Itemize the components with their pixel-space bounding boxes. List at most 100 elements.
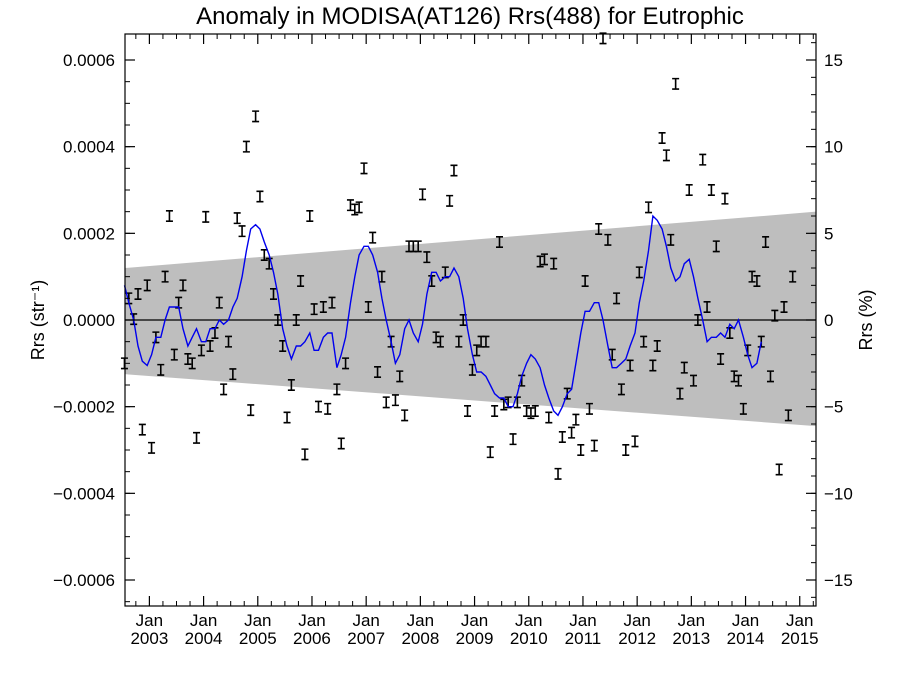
y-tick-label-right: 0 bbox=[824, 311, 833, 330]
error-bar bbox=[473, 344, 481, 357]
error-bar bbox=[188, 357, 196, 370]
error-bar bbox=[197, 344, 205, 357]
x-tick-label-month: Jan bbox=[298, 611, 325, 630]
x-tick-label-year: 2007 bbox=[347, 629, 385, 648]
x-tick-label-month: Jan bbox=[136, 611, 163, 630]
error-bar bbox=[382, 396, 390, 409]
error-bar bbox=[699, 153, 707, 166]
error-bar bbox=[680, 361, 688, 374]
x-tick-label-year: 2014 bbox=[727, 629, 765, 648]
error-bar bbox=[590, 439, 598, 452]
error-bar bbox=[401, 409, 409, 422]
error-bar bbox=[789, 270, 797, 283]
error-bar bbox=[314, 400, 322, 413]
error-bar bbox=[229, 368, 237, 381]
error-bar bbox=[346, 199, 354, 212]
error-bar bbox=[301, 448, 309, 461]
error-bar bbox=[436, 335, 444, 348]
error-bar bbox=[269, 288, 277, 300]
y-axis-label-right: Rrs (%) bbox=[856, 290, 876, 351]
error-bar bbox=[337, 437, 345, 450]
x-tick-label-year: 2009 bbox=[456, 629, 494, 648]
error-bar bbox=[748, 270, 756, 283]
error-bar bbox=[364, 301, 372, 313]
error-bar bbox=[292, 314, 300, 326]
y-tick-label-left: 0.0006 bbox=[63, 51, 115, 70]
error-bar bbox=[595, 223, 603, 235]
error-bar bbox=[333, 383, 341, 396]
x-tick-label-month: Jan bbox=[407, 611, 434, 630]
error-bar bbox=[685, 184, 693, 196]
error-bar bbox=[622, 444, 630, 456]
error-bar bbox=[717, 353, 725, 365]
error-bar bbox=[585, 402, 593, 415]
error-bar bbox=[148, 441, 156, 454]
error-bar bbox=[283, 411, 291, 424]
error-bar bbox=[220, 383, 228, 396]
x-tick-label-year: 2012 bbox=[618, 629, 656, 648]
error-bar bbox=[134, 288, 142, 300]
error-bar bbox=[455, 335, 463, 348]
error-bar bbox=[486, 446, 494, 459]
x-tick-label-year: 2008 bbox=[401, 629, 439, 648]
error-bar bbox=[676, 387, 684, 400]
error-bar bbox=[531, 405, 539, 417]
y-tick-label-left: 0.0000 bbox=[63, 311, 115, 330]
error-bar bbox=[319, 301, 327, 313]
error-bar bbox=[509, 433, 517, 446]
error-bar bbox=[193, 431, 201, 444]
error-bar bbox=[712, 240, 720, 253]
error-bar bbox=[215, 296, 223, 309]
x-tick-label-month: Jan bbox=[515, 611, 542, 630]
error-bar bbox=[265, 257, 273, 270]
x-tick-label-year: 2011 bbox=[565, 629, 602, 648]
x-tick-label-month: Jan bbox=[352, 611, 379, 630]
error-bar bbox=[572, 413, 580, 426]
error-bar bbox=[635, 266, 643, 279]
x-tick-label-month: Jan bbox=[786, 611, 813, 630]
error-bar bbox=[690, 374, 698, 387]
error-bar bbox=[464, 405, 472, 417]
error-bar bbox=[568, 426, 576, 439]
y-tick-label-left: −0.0004 bbox=[53, 484, 115, 503]
x-tick-label-month: Jan bbox=[190, 611, 217, 630]
error-bar bbox=[328, 296, 336, 309]
error-bar bbox=[360, 162, 368, 175]
error-bar bbox=[419, 188, 427, 201]
error-bar bbox=[247, 404, 255, 417]
error-bar bbox=[252, 110, 260, 123]
error-bar bbox=[645, 201, 653, 214]
error-bar bbox=[581, 275, 589, 287]
error-bar bbox=[653, 340, 661, 352]
error-bar bbox=[558, 431, 566, 443]
error-bar bbox=[287, 379, 295, 391]
error-bar bbox=[143, 279, 151, 292]
x-tick-label-month: Jan bbox=[678, 611, 705, 630]
error-bar bbox=[626, 359, 634, 372]
error-bar bbox=[662, 149, 670, 162]
error-bar bbox=[672, 77, 680, 90]
error-bar bbox=[306, 210, 314, 222]
error-bar bbox=[775, 463, 783, 476]
error-bar bbox=[310, 303, 318, 316]
error-bar bbox=[184, 353, 192, 365]
plot-area: −0.0006 −0.0004 −0.0002 0.0000 0.0002 0.0004 0… bbox=[53, 32, 853, 648]
x-tick-label-year: 2013 bbox=[672, 629, 710, 648]
y-tick-label-right: 5 bbox=[824, 224, 833, 243]
y-tick-label-left: 0.0004 bbox=[63, 138, 115, 157]
error-bar bbox=[739, 402, 747, 415]
error-bar bbox=[694, 314, 702, 326]
error-bar bbox=[762, 236, 770, 248]
x-tick-label-month: Jan bbox=[461, 611, 488, 630]
error-bar bbox=[495, 236, 503, 248]
x-tick-label-month: Jan bbox=[623, 611, 650, 630]
error-bar bbox=[179, 279, 187, 292]
error-bar bbox=[138, 423, 146, 436]
error-bar bbox=[233, 212, 241, 225]
error-bar bbox=[369, 231, 377, 244]
y-tick-label-right: 15 bbox=[824, 51, 843, 70]
error-bar bbox=[730, 370, 738, 383]
x-tick-label-year: 2006 bbox=[293, 629, 331, 648]
error-bar bbox=[536, 255, 544, 268]
error-bar bbox=[170, 348, 178, 361]
